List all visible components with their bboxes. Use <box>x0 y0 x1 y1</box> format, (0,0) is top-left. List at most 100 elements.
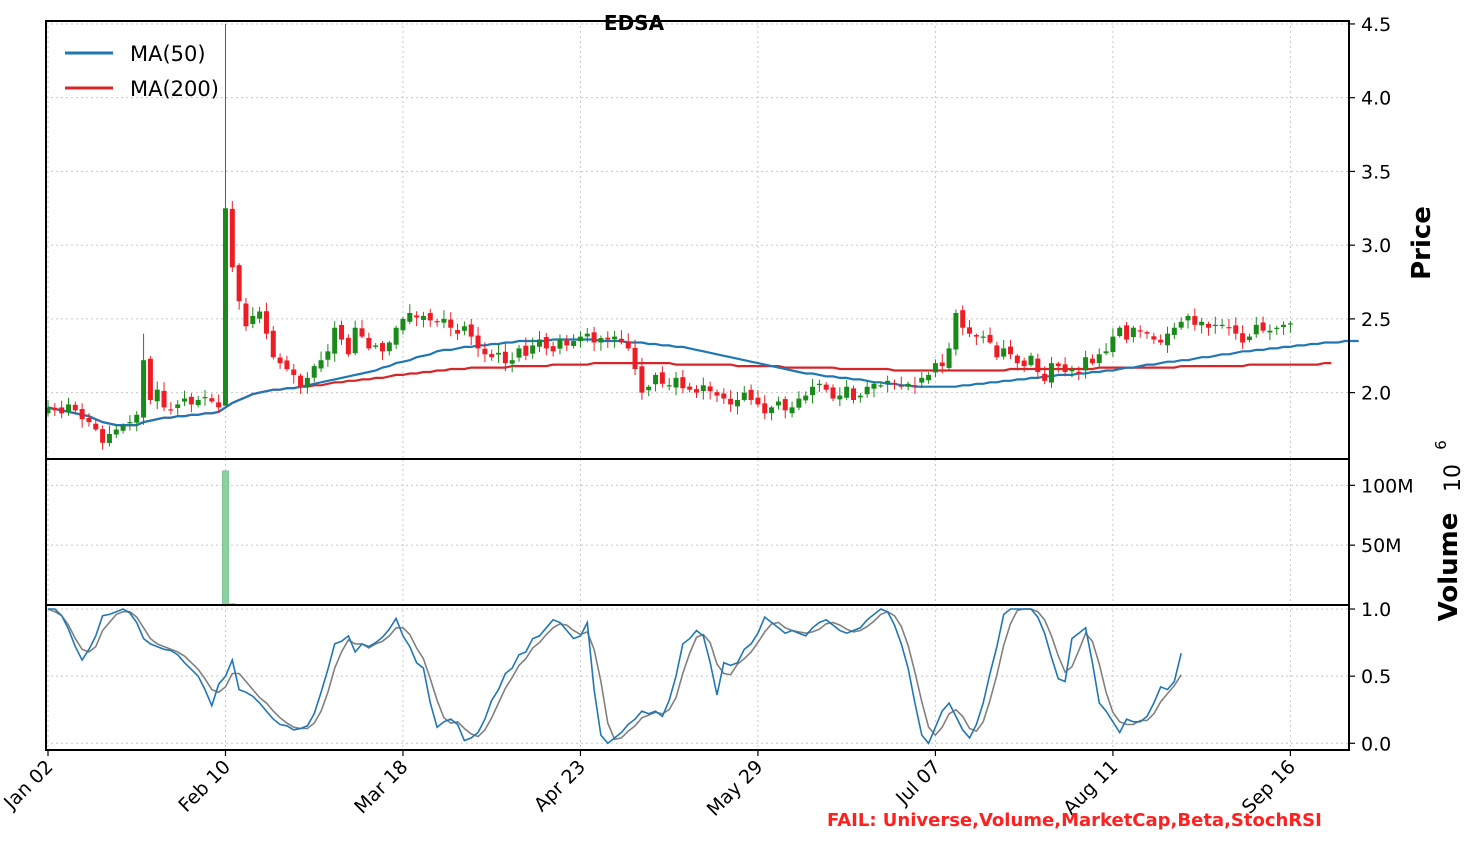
candle-up <box>919 377 925 383</box>
candle-up <box>844 386 850 398</box>
candle-down <box>1021 360 1027 367</box>
candle-up <box>1219 324 1225 326</box>
candle-down <box>72 404 78 411</box>
candle-up <box>222 208 228 406</box>
candle-down <box>721 393 727 399</box>
tick-labels: Jan 02 Feb 10 Mar 18 Apr 23 May 29 Jul 07 Aug … <box>0 14 1414 821</box>
candle-down <box>59 407 65 414</box>
candle-down <box>912 385 918 387</box>
ma200-line <box>47 362 1332 427</box>
candle-up <box>141 360 147 418</box>
x-tick-label: Jul 07 <box>891 756 945 810</box>
candle-down <box>502 351 508 364</box>
candle-down <box>755 397 761 405</box>
candle-down <box>298 375 304 387</box>
candle-down <box>1151 336 1157 340</box>
candle-up <box>926 374 932 381</box>
candle-up <box>584 333 590 337</box>
x-tick-label: Jan 02 <box>0 756 58 814</box>
candle-up <box>496 352 502 355</box>
x-tick-label: Feb 10 <box>174 756 235 817</box>
candle-down <box>748 389 754 401</box>
price-tick-label: 2.0 <box>1361 383 1391 405</box>
stoch-panel-frame <box>45 604 1350 751</box>
candle-up <box>864 386 870 395</box>
candlesticks <box>45 23 1293 450</box>
price-tick-label: 2.5 <box>1361 309 1391 331</box>
candle-down <box>960 310 966 328</box>
candle-down <box>564 340 570 346</box>
candle-up <box>816 383 822 386</box>
candle-up <box>195 400 201 406</box>
candle-up <box>741 392 747 400</box>
candle-up <box>154 389 160 402</box>
candle-up <box>1253 324 1259 335</box>
candle-up <box>134 414 140 423</box>
candle-up <box>1246 336 1252 341</box>
candle-up <box>1281 324 1287 328</box>
candle-up <box>878 385 884 387</box>
candle-down <box>209 398 215 402</box>
candle-down <box>427 313 433 321</box>
candle-up <box>734 400 740 407</box>
candle-up <box>1083 357 1089 371</box>
candle-up <box>407 313 413 322</box>
candle-up <box>352 327 358 354</box>
candle-down <box>639 366 645 393</box>
candle-down <box>687 386 693 390</box>
candle-up <box>810 386 816 396</box>
candle-down <box>659 372 665 384</box>
candle-down <box>414 315 420 318</box>
candle-down <box>100 429 106 443</box>
candle-down <box>52 407 58 411</box>
candle-down <box>161 390 167 408</box>
candle-up <box>700 385 706 392</box>
volume-exponent-power: 6 <box>1432 440 1450 450</box>
stoch-tick-label: 0.0 <box>1361 733 1391 755</box>
candle-up <box>461 326 467 331</box>
candle-down <box>707 386 713 392</box>
candle-down <box>448 319 454 328</box>
price-tick-label: 4.0 <box>1361 88 1391 110</box>
candle-up <box>1178 321 1184 328</box>
candle-up <box>516 348 522 358</box>
candle-up <box>65 404 71 412</box>
candle-down <box>168 409 174 411</box>
candle-down <box>973 334 979 337</box>
candle-down <box>482 348 488 355</box>
x-tick-label: Mar 18 <box>350 756 412 818</box>
candle-up <box>441 318 447 323</box>
candle-down <box>277 357 283 364</box>
candle-up <box>304 377 310 388</box>
candle-up <box>113 429 119 435</box>
candle-down <box>939 362 945 367</box>
candle-up <box>1117 327 1123 336</box>
candle-down <box>1124 325 1130 340</box>
candle-up <box>1069 369 1075 372</box>
candle-up <box>311 366 317 378</box>
candle-up <box>598 338 604 343</box>
candle-up <box>536 339 542 347</box>
candle-down <box>994 345 1000 358</box>
candle-up <box>646 386 652 391</box>
stochrsi-k-line <box>48 608 1182 745</box>
grid-lines <box>46 21 1349 750</box>
candle-down <box>967 327 973 334</box>
candle-up <box>653 374 659 385</box>
candle-up <box>1110 336 1116 352</box>
candle-up <box>325 351 331 360</box>
candle-down <box>1035 358 1041 372</box>
candle-up <box>257 311 263 319</box>
candle-up <box>612 336 618 340</box>
candle-up <box>1267 330 1273 333</box>
volume-axis-label: Volume <box>1434 513 1464 622</box>
candle-down <box>625 341 631 349</box>
candle-down <box>1144 332 1150 334</box>
price-axis-label: Price <box>1407 206 1437 280</box>
price-tick-label: 3.5 <box>1361 161 1391 183</box>
candle-down <box>762 403 768 414</box>
candle-down <box>366 337 372 349</box>
candle-down <box>1062 364 1068 372</box>
candle-up <box>386 342 392 352</box>
volume-exponent-base: 10 <box>1441 464 1466 492</box>
